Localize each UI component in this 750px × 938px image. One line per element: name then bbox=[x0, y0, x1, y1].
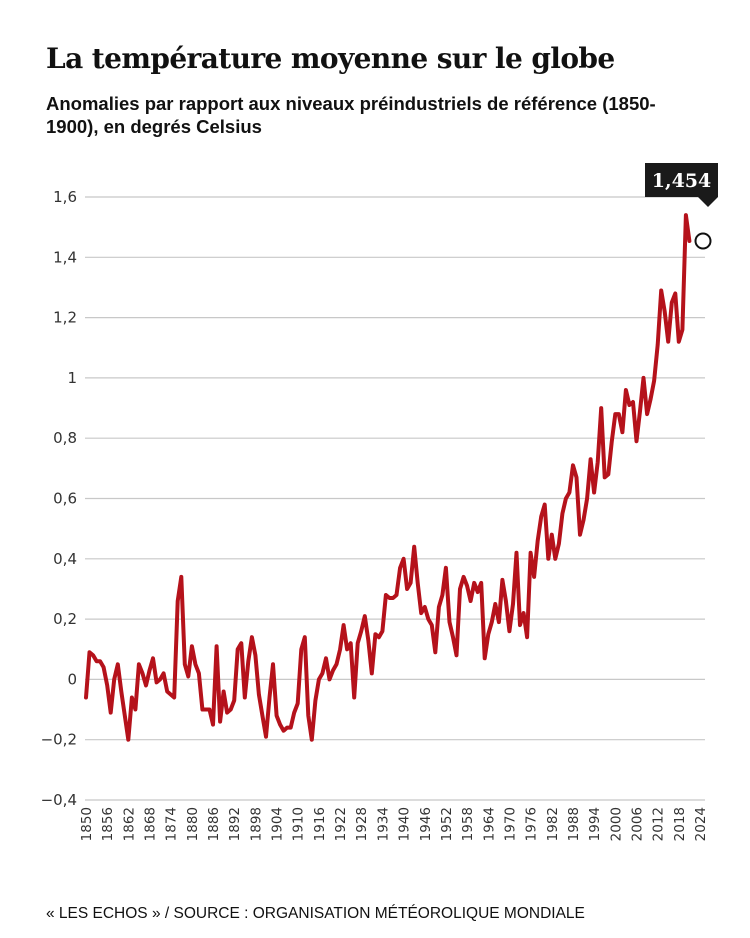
x-tick-label: 1856 bbox=[100, 807, 116, 841]
chart-title: La température moyenne sur le globe bbox=[46, 42, 615, 75]
source-footer: « LES ECHOS » / SOURCE : ORGANISATION MÉ… bbox=[46, 905, 585, 922]
y-tick-label: 1,4 bbox=[53, 248, 77, 266]
x-tick-label: 1874 bbox=[164, 807, 180, 841]
x-tick-label: 2006 bbox=[629, 807, 645, 841]
x-tick-label: 1880 bbox=[185, 807, 201, 841]
value-callout-label: 1,454 bbox=[652, 170, 712, 192]
x-tick-label: 2024 bbox=[693, 807, 709, 841]
y-tick-label: 0,6 bbox=[53, 490, 77, 508]
x-axis-tick-labels: 1850 1856 1862 1868 1874 1880 1886 1892 1898 1904… bbox=[79, 807, 709, 841]
x-tick-label: 1982 bbox=[545, 807, 561, 841]
y-tick-label: 0,2 bbox=[53, 610, 77, 628]
y-tick-label: 1 bbox=[67, 369, 77, 387]
x-tick-label: 1886 bbox=[206, 807, 222, 841]
x-tick-label: 1892 bbox=[227, 807, 243, 841]
value-callout-pointer bbox=[698, 197, 718, 207]
y-axis-tick-labels: −0,4 −0,2 0 0,2 0,4 0,6 0,8 1 1,2 1,4 1,6 bbox=[41, 188, 77, 809]
x-tick-label: 1904 bbox=[270, 807, 286, 841]
x-tick-label: 1916 bbox=[312, 807, 328, 841]
series-group bbox=[84, 213, 692, 742]
x-tick-label: 1946 bbox=[418, 807, 434, 841]
x-tick-label: 2018 bbox=[672, 807, 688, 841]
gridlines bbox=[85, 196, 705, 801]
x-tick-label: 1898 bbox=[248, 807, 264, 841]
x-tick-label: 1850 bbox=[79, 807, 95, 841]
x-tick-label: 1964 bbox=[481, 807, 497, 841]
x-tick-label: 1934 bbox=[375, 807, 391, 841]
y-tick-label: −0,2 bbox=[41, 731, 77, 749]
chart-subtitle: Anomalies par rapport aux niveaux préind… bbox=[46, 93, 656, 137]
highlight-point-marker bbox=[694, 232, 712, 250]
x-tick-label: 1910 bbox=[291, 807, 307, 841]
series-line-temperature-anomaly bbox=[84, 213, 692, 742]
x-tick-label: 1988 bbox=[566, 807, 582, 841]
x-tick-label: 1928 bbox=[354, 807, 370, 841]
x-tick-label: 1958 bbox=[460, 807, 476, 841]
y-tick-label: 0,4 bbox=[53, 550, 77, 568]
x-tick-label: 1952 bbox=[439, 807, 455, 841]
x-tick-label: 1970 bbox=[502, 807, 518, 841]
y-tick-label: 0,8 bbox=[53, 429, 77, 447]
y-tick-label: 0 bbox=[67, 670, 77, 688]
x-tick-label: 2012 bbox=[651, 807, 667, 841]
x-tick-label: 1922 bbox=[333, 807, 349, 841]
x-tick-label: 2000 bbox=[608, 807, 624, 841]
value-callout-box bbox=[645, 163, 718, 197]
x-tick-label: 1868 bbox=[143, 807, 159, 841]
annotation-group: 1,454 bbox=[645, 163, 718, 250]
y-tick-label: 1,6 bbox=[53, 188, 77, 206]
x-tick-label: 1862 bbox=[121, 807, 137, 841]
x-tick-label: 1994 bbox=[587, 807, 603, 841]
line-chart: −0,4 −0,2 0 0,2 0,4 0,6 0,8 1 1,2 1,4 1,6 1850 1856… bbox=[41, 163, 718, 841]
y-tick-label: −0,4 bbox=[41, 791, 77, 809]
x-tick-label: 1940 bbox=[397, 807, 413, 841]
x-tick-label: 1976 bbox=[524, 807, 540, 841]
y-tick-label: 1,2 bbox=[53, 309, 77, 327]
